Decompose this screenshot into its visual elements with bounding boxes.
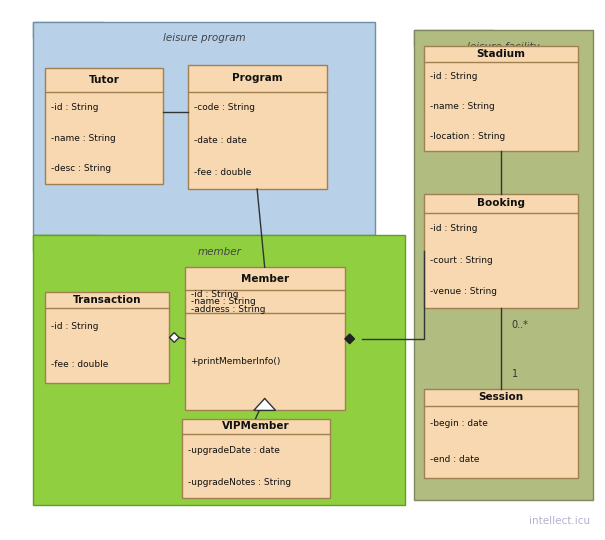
Text: Booking: Booking bbox=[477, 199, 525, 208]
Polygon shape bbox=[169, 333, 179, 342]
Text: -id : String: -id : String bbox=[430, 224, 477, 233]
Text: -desc : String: -desc : String bbox=[51, 164, 111, 173]
FancyBboxPatch shape bbox=[33, 22, 375, 235]
Text: -begin : date: -begin : date bbox=[430, 419, 488, 428]
Text: intellect.icu: intellect.icu bbox=[529, 516, 590, 526]
Text: 0..*: 0..* bbox=[511, 320, 528, 330]
Text: -end : date: -end : date bbox=[430, 455, 479, 464]
FancyBboxPatch shape bbox=[33, 22, 103, 38]
FancyBboxPatch shape bbox=[182, 418, 330, 498]
FancyBboxPatch shape bbox=[424, 46, 578, 151]
Text: -code : String: -code : String bbox=[194, 103, 255, 112]
FancyBboxPatch shape bbox=[185, 267, 345, 410]
Text: -id : String: -id : String bbox=[430, 72, 477, 81]
Text: -date : date: -date : date bbox=[194, 136, 246, 145]
Text: -fee : double: -fee : double bbox=[194, 168, 251, 177]
Text: -name : String: -name : String bbox=[191, 297, 255, 306]
Text: Program: Program bbox=[232, 73, 283, 83]
Text: -court : String: -court : String bbox=[430, 255, 492, 265]
Polygon shape bbox=[345, 334, 355, 344]
Text: Transaction: Transaction bbox=[73, 295, 142, 305]
Text: -address : String: -address : String bbox=[191, 305, 265, 314]
Text: +printMemberInfo(): +printMemberInfo() bbox=[191, 357, 281, 366]
Text: -venue : String: -venue : String bbox=[430, 287, 497, 296]
Text: Tutor: Tutor bbox=[89, 75, 120, 85]
Text: -upgradeDate : date: -upgradeDate : date bbox=[188, 446, 280, 455]
Text: member: member bbox=[197, 247, 241, 257]
Text: -id : String: -id : String bbox=[51, 103, 99, 112]
Text: Member: Member bbox=[241, 274, 289, 284]
Text: -name : String: -name : String bbox=[51, 133, 116, 143]
Text: -id : String: -id : String bbox=[191, 289, 238, 299]
FancyBboxPatch shape bbox=[424, 194, 578, 308]
FancyBboxPatch shape bbox=[45, 292, 169, 383]
FancyBboxPatch shape bbox=[45, 68, 163, 184]
FancyBboxPatch shape bbox=[33, 235, 405, 505]
Text: leisure facility: leisure facility bbox=[467, 42, 540, 52]
Text: -id : String: -id : String bbox=[51, 322, 99, 332]
FancyBboxPatch shape bbox=[33, 235, 97, 251]
Text: Session: Session bbox=[478, 392, 523, 402]
Polygon shape bbox=[254, 399, 275, 410]
Text: -fee : double: -fee : double bbox=[51, 360, 109, 369]
FancyBboxPatch shape bbox=[188, 65, 327, 189]
Text: Stadium: Stadium bbox=[476, 49, 525, 59]
Text: -name : String: -name : String bbox=[430, 102, 494, 111]
FancyBboxPatch shape bbox=[414, 30, 593, 500]
Text: 1: 1 bbox=[511, 369, 518, 379]
Text: -upgradeNotes : String: -upgradeNotes : String bbox=[188, 478, 290, 487]
Text: -location : String: -location : String bbox=[430, 132, 505, 141]
FancyBboxPatch shape bbox=[424, 389, 578, 478]
FancyBboxPatch shape bbox=[414, 30, 493, 46]
Text: leisure program: leisure program bbox=[163, 33, 246, 44]
Text: VIPMember: VIPMember bbox=[222, 422, 289, 431]
